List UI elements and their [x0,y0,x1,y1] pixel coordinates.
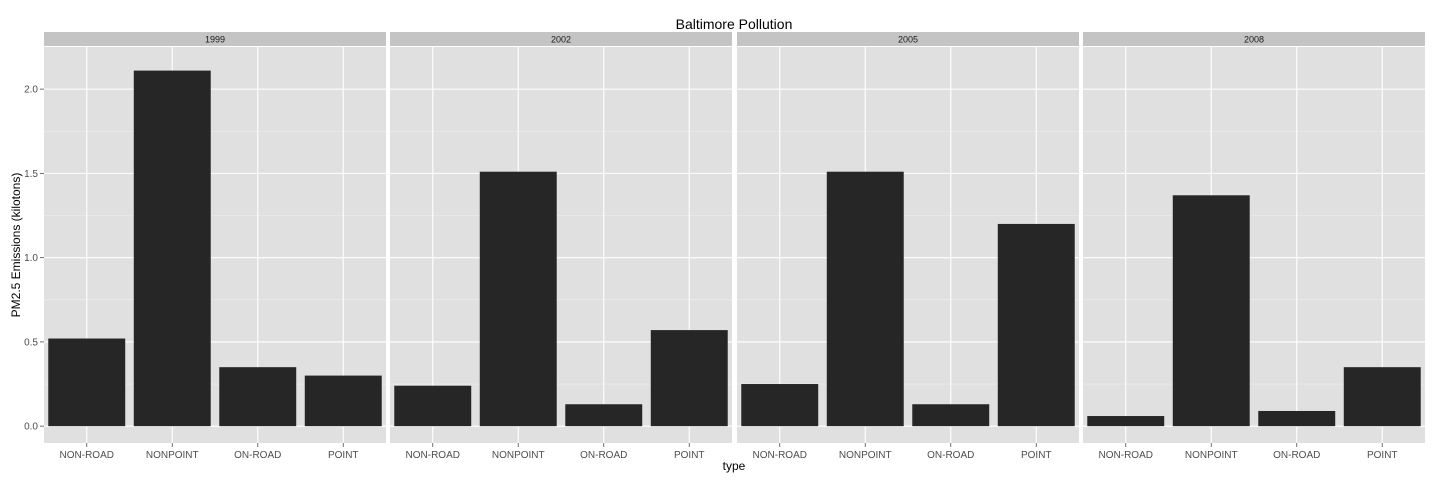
x-axis-title: type [723,459,746,473]
bar-2005-on-road [912,404,990,427]
x-tick-label: NONPOINT [146,450,199,461]
y-axis: 0.0 0.5 1.0 1.5 2.0 [24,85,44,433]
bar-2008-point [1343,367,1421,427]
facet-panel-2008: 2008 NON-ROAD NONPOINT ON-ROAD POINT [1083,32,1425,461]
facet-strip-label: 1999 [205,35,225,45]
x-tick-label: ON-ROAD [580,450,627,461]
y-tick-label: 2.0 [24,85,38,96]
bar-1999-on-road [219,367,297,427]
x-tick-label: NONPOINT [492,450,545,461]
y-axis-title: PM2.5 Emissions (kilotons) [9,173,23,318]
y-tick-label: 1.5 [24,169,38,180]
bar-2002-point [650,330,728,427]
facet-strip [737,32,1079,46]
bar-2002-on-road [565,404,643,427]
bar-2005-point [997,223,1075,427]
facet-strip-label: 2008 [1244,35,1264,45]
bar-1999-nonpoint [133,70,211,427]
x-tick-label: POINT [1021,450,1052,461]
chart-title: Baltimore Pollution [676,16,793,32]
bar-2002-non-road [394,385,472,427]
facet-panel-1999: 1999 NON-ROAD NONPOINT ON-ROAD POINT [44,32,386,461]
bar-2008-on-road [1258,410,1336,427]
bar-2005-nonpoint [826,171,904,427]
x-tick-label: ON-ROAD [927,450,974,461]
facet-panel-2005: 2005 NON-ROAD NONPOINT ON-ROAD POINT [737,32,1079,461]
x-tick-label: NON-ROAD [406,450,460,461]
x-tick-label: NONPOINT [1185,450,1238,461]
bar-2008-nonpoint [1172,195,1250,427]
x-tick-label: POINT [328,450,359,461]
x-tick-label: NON-ROAD [60,450,114,461]
facet-strip-label: 2005 [898,35,918,45]
x-tick-label: NON-ROAD [1099,450,1153,461]
y-tick-label: 1.0 [24,253,38,264]
facet-panels: 1999 NON-ROAD NONPOINT ON-ROAD POINT 2002 NON-… [44,32,1425,461]
x-tick-label: NONPOINT [839,450,892,461]
y-tick-label: 0.0 [24,422,38,433]
bar-1999-point [304,375,382,427]
x-tick-label: ON-ROAD [234,450,281,461]
x-tick-label: ON-ROAD [1273,450,1320,461]
bar-2008-non-road [1087,416,1165,427]
facet-strip [390,32,732,46]
x-tick-label: NON-ROAD [753,450,807,461]
x-tick-label: POINT [674,450,705,461]
bar-2005-non-road [741,384,819,427]
bar-1999-non-road [48,338,126,427]
facet-strip [44,32,386,46]
facet-strip [1083,32,1425,46]
y-tick-label: 0.5 [24,337,38,348]
facet-strip-label: 2002 [551,35,571,45]
bar-2002-nonpoint [479,171,557,427]
facet-panel-2002: 2002 NON-ROAD NONPOINT ON-ROAD POINT [390,32,732,461]
x-tick-label: POINT [1367,450,1398,461]
